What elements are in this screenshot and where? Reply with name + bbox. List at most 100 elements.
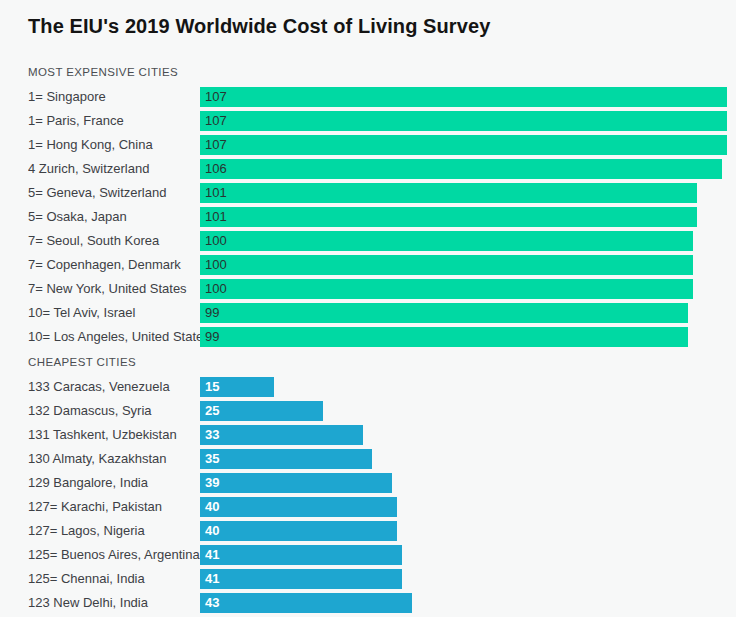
city-label: 1= Paris, France [28,113,200,129]
city-label: 127= Karachi, Pakistan [28,499,200,515]
bar-value-label: 106 [205,162,227,176]
bar-track: 39 [200,473,727,493]
bar: 106 [200,159,722,179]
bar-value-label: 99 [205,330,219,344]
bar-row: 5= Osaka, Japan 101 [28,205,727,229]
bar-value-label: 40 [205,500,219,514]
city-label: 125= Buenos Aires, Argentina [28,547,200,563]
bar: 40 [200,521,397,541]
bar: 99 [200,303,688,323]
bar-value-label: 99 [205,306,219,320]
city-label: 130 Almaty, Kazakhstan [28,451,200,467]
bar: 101 [200,207,697,227]
bar-track: 99 [200,327,727,347]
bar-row: 7= New York, United States 100 [28,277,727,301]
bar-track: 99 [200,303,727,323]
bar: 43 [200,593,412,613]
bar-track: 40 [200,497,727,517]
bar: 40 [200,497,397,517]
bar: 100 [200,279,693,299]
bar-value-label: 33 [205,428,219,442]
bar-row: 1= Paris, France 107 [28,109,727,133]
bar-track: 100 [200,231,727,251]
bar-track: 25 [200,401,727,421]
bar-value-label: 40 [205,524,219,538]
bar: 107 [200,135,727,155]
bar-track: 43 [200,593,727,613]
bar-row: 1= Hong Kong, China 107 [28,133,727,157]
bar-value-label: 15 [205,380,219,394]
bar: 25 [200,401,323,421]
bar-value-label: 107 [205,138,227,152]
bar-row: 130 Almaty, Kazakhstan35 [28,447,727,471]
bar-row: 10= Los Angeles, United States99 [28,325,727,349]
bar-row: 131 Tashkent, Uzbekistan33 [28,423,727,447]
bar: 107 [200,87,727,107]
city-label: 5= Osaka, Japan [28,209,200,225]
bar-value-label: 101 [205,210,227,224]
city-label: 1= Singapore [28,89,200,105]
bar-row: 129 Bangalore, India 39 [28,471,727,495]
bar-track: 15 [200,377,727,397]
bar-value-label: 25 [205,404,219,418]
bar-track: 41 [200,569,727,589]
bar-row: 4 Zurich, Switzerland 106 [28,157,727,181]
bar-row: 125= Buenos Aires, Argentina 41 [28,543,727,567]
city-label: 7= New York, United States [28,281,200,297]
bar-track: 107 [200,87,727,107]
bar-row: 127= Lagos, Nigeria 40 [28,519,727,543]
bar-track: 35 [200,449,727,469]
city-label: 123 New Delhi, India [28,595,200,611]
bar: 100 [200,231,693,251]
city-label: 129 Bangalore, India [28,475,200,491]
bar-row: 1= Singapore107 [28,85,727,109]
bar-track: 100 [200,279,727,299]
bar-row: 10= Tel Aviv, Israel 99 [28,301,727,325]
city-label: 7= Seoul, South Korea [28,233,200,249]
bar-value-label: 101 [205,186,227,200]
bar-track: 107 [200,135,727,155]
city-label: 127= Lagos, Nigeria [28,523,200,539]
bar: 99 [200,327,688,347]
bar-value-label: 100 [205,282,227,296]
city-label: 5= Geneva, Switzerland [28,185,200,201]
cheapest-cities-rows: 133 Caracas, Venezuela 15 132 Damascus, Sy… [28,375,727,615]
bar: 39 [200,473,392,493]
bar-value-label: 100 [205,234,227,248]
chart-page: The EIU's 2019 Worldwide Cost of Living … [0,0,736,617]
city-label: 125= Chennai, India [28,571,200,587]
bar-track: 101 [200,183,727,203]
bar-track: 101 [200,207,727,227]
bar-row: 125= Chennai, India 41 [28,567,727,591]
bar-value-label: 100 [205,258,227,272]
bar-track: 33 [200,425,727,445]
bar-track: 41 [200,545,727,565]
bar-row: 7= Copenhagen, Denmark100 [28,253,727,277]
bar-row: 133 Caracas, Venezuela 15 [28,375,727,399]
bar: 41 [200,545,402,565]
bar-row: 5= Geneva, Switzerland 101 [28,181,727,205]
city-label: 1= Hong Kong, China [28,137,200,153]
bar: 15 [200,377,274,397]
bar-track: 100 [200,255,727,275]
bar: 107 [200,111,727,131]
bar-track: 106 [200,159,727,179]
bar-value-label: 41 [205,572,219,586]
city-label: 10= Tel Aviv, Israel [28,305,200,321]
bar: 35 [200,449,372,469]
bar-value-label: 43 [205,596,219,610]
bar-value-label: 107 [205,114,227,128]
bar-row: 127= Karachi, Pakistan 40 [28,495,727,519]
city-label: 132 Damascus, Syria [28,403,200,419]
section-header-cheapest: CHEAPEST CITIES [28,356,727,368]
bar-value-label: 39 [205,476,219,490]
city-label: 4 Zurich, Switzerland [28,161,200,177]
bar-value-label: 41 [205,548,219,562]
bar: 100 [200,255,693,275]
bar-row: 132 Damascus, Syria 25 [28,399,727,423]
bar: 33 [200,425,363,445]
bar-track: 107 [200,111,727,131]
city-label: 133 Caracas, Venezuela [28,379,200,395]
bar: 101 [200,183,697,203]
bar-track: 40 [200,521,727,541]
